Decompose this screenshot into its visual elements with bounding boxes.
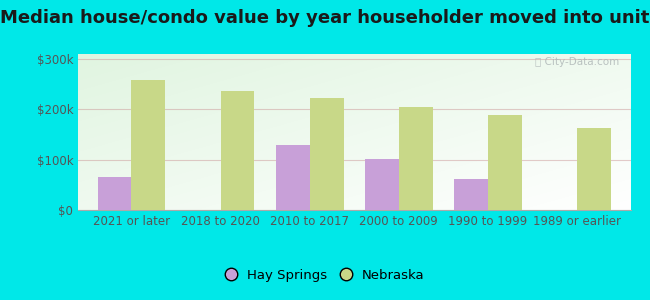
- Bar: [131, 80, 165, 210]
- Bar: [399, 107, 433, 210]
- Bar: [98, 177, 131, 210]
- Bar: [220, 91, 254, 210]
- Bar: [365, 159, 399, 210]
- Text: Median house/condo value by year householder moved into unit: Median house/condo value by year househo…: [0, 9, 650, 27]
- Bar: [276, 145, 309, 210]
- Bar: [488, 116, 522, 210]
- Bar: [577, 128, 611, 210]
- Bar: [454, 179, 488, 210]
- Text: ⓘ City-Data.com: ⓘ City-Data.com: [535, 57, 619, 67]
- Bar: [309, 98, 344, 210]
- Legend: Hay Springs, Nebraska: Hay Springs, Nebraska: [220, 263, 430, 287]
